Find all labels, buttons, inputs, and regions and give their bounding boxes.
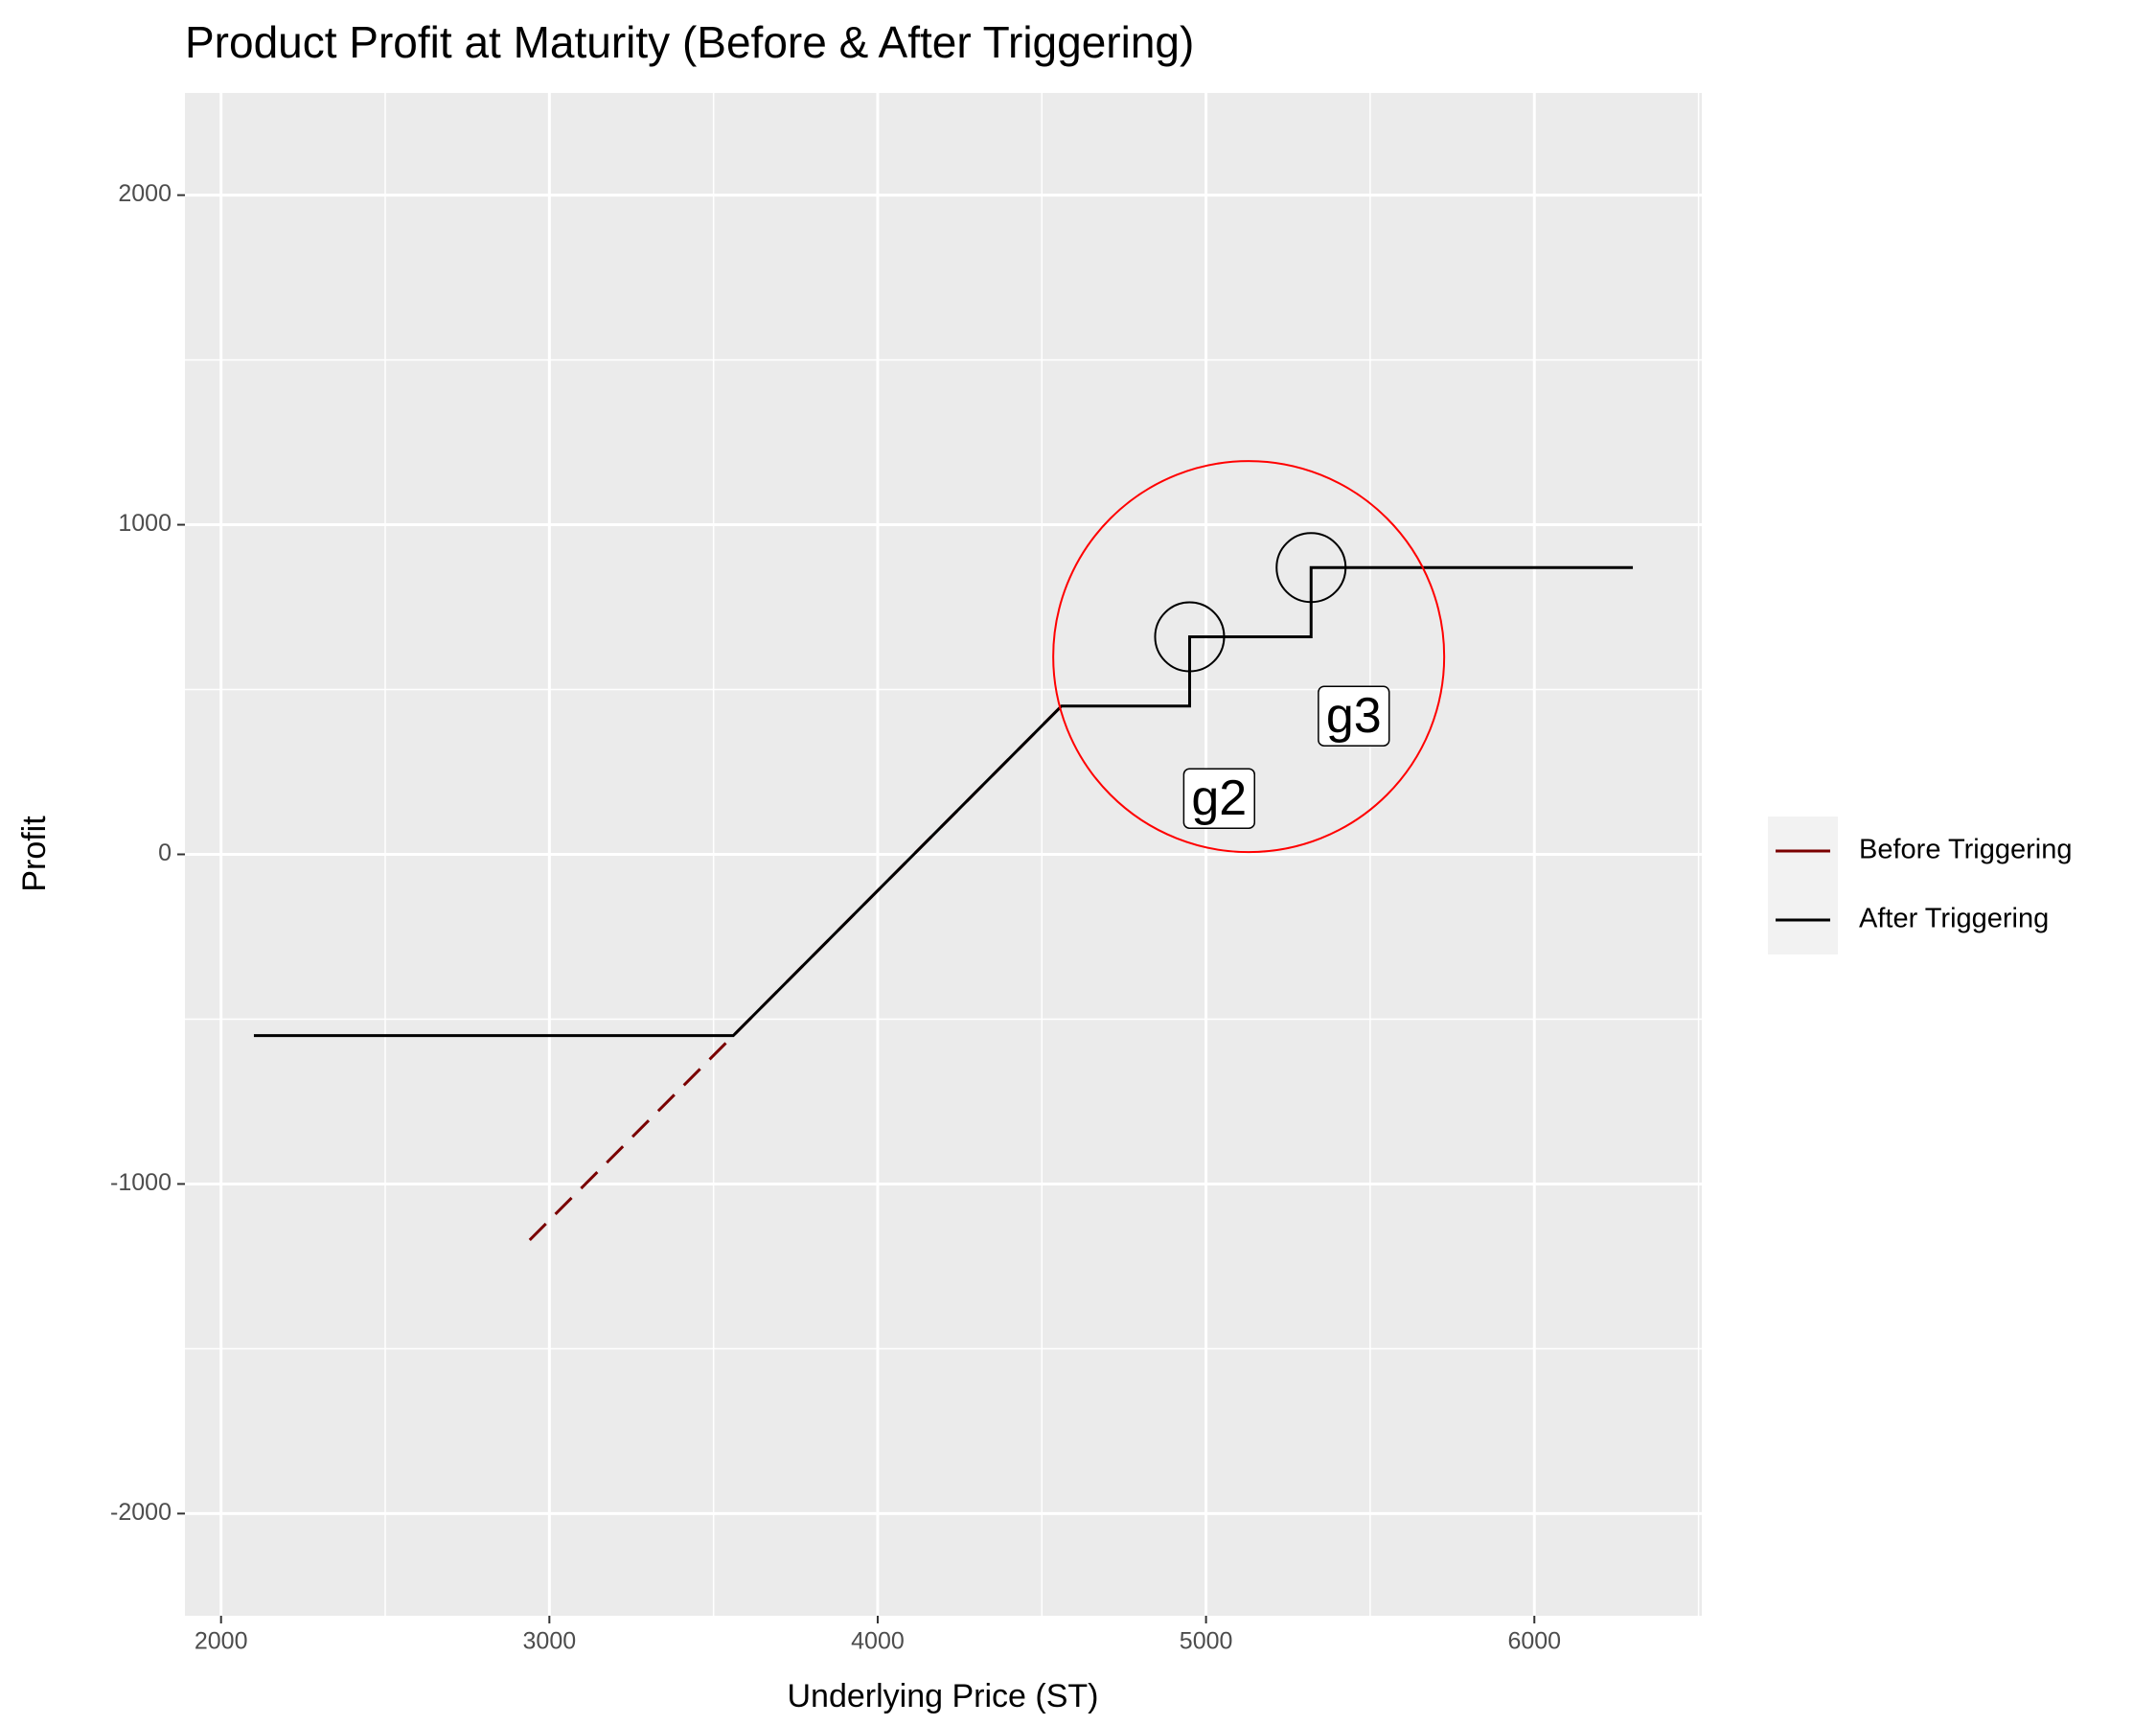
annotation: g2 (1182, 768, 1255, 829)
y-tick-label: 0 (158, 840, 172, 866)
chart-title: Product Profit at Maturity (Before & Aft… (185, 17, 1194, 67)
annotation-label: g3 (1326, 688, 1382, 744)
annotation: g3 (1318, 685, 1390, 747)
x-tick-label: 2000 (195, 1628, 248, 1655)
y-tick-label: -1000 (110, 1169, 172, 1196)
annotation-label: g2 (1191, 770, 1247, 826)
x-tick-label: 5000 (1180, 1628, 1233, 1655)
highlight-circle (1154, 601, 1226, 673)
x-tick-label: 4000 (851, 1628, 905, 1655)
x-axis-title: Underlying Price (ST) (788, 1678, 1099, 1714)
legend-label: After Triggering (1859, 904, 2049, 934)
y-tick-label: 2000 (118, 180, 172, 207)
annotation-box (1182, 768, 1255, 829)
y-axis-title: Profit (16, 816, 53, 892)
annotation-box (1318, 685, 1390, 747)
legend-label: Before Triggering (1859, 835, 2072, 865)
y-tick-label: -2000 (110, 1499, 172, 1526)
highlight-circle (1052, 460, 1446, 854)
x-tick-label: 6000 (1507, 1628, 1561, 1655)
y-tick-label: 1000 (118, 510, 172, 537)
legend-background (1768, 816, 1838, 954)
highlight-circle (1275, 532, 1347, 604)
x-tick-label: 3000 (523, 1628, 577, 1655)
